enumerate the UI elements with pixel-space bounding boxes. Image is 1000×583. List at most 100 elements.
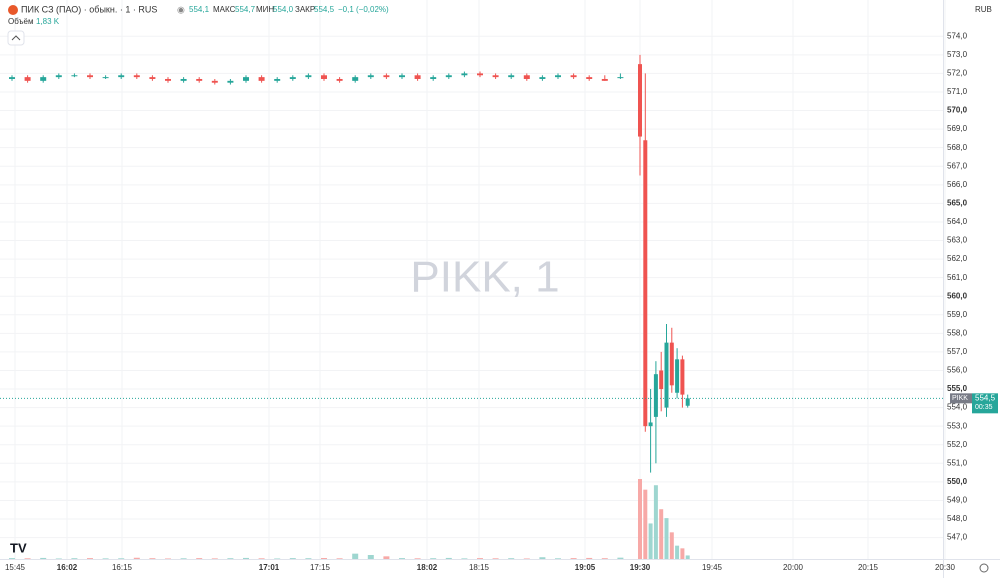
candle-body: [492, 75, 499, 78]
volume-bar: [24, 558, 31, 559]
volume-bar: [258, 558, 265, 559]
y-tick-label: 559,0: [947, 310, 968, 319]
x-tick-label: 19:45: [702, 563, 723, 572]
volume-bar: [653, 485, 658, 559]
volume-bar: [133, 557, 140, 559]
x-tick-label: 16:15: [112, 563, 133, 572]
y-tick-label: 573,0: [947, 50, 968, 59]
y-tick-label: 558,0: [947, 328, 968, 337]
candle-body: [211, 80, 218, 83]
volume-bar: [149, 558, 156, 559]
candle-body: [685, 398, 690, 406]
low-value: 554,0: [273, 5, 294, 14]
volume-bar: [617, 557, 624, 559]
volume-bar: [352, 553, 359, 559]
y-tick-label: 568,0: [947, 143, 968, 152]
x-tick-label: 20:15: [858, 563, 879, 572]
volume-bar: [555, 558, 561, 559]
y-tick-label: 574,0: [947, 31, 968, 40]
tv-logo: TV: [10, 540, 27, 555]
grid: [0, 0, 946, 559]
eye-icon: ◉: [177, 4, 185, 14]
price-tag: [972, 393, 998, 414]
candle-body: [336, 78, 343, 81]
volume-bar: [71, 558, 78, 559]
candle-body: [258, 77, 265, 81]
volume-label: Объём: [8, 17, 34, 26]
volume-bar: [508, 558, 515, 559]
x-tick-label: 16:02: [57, 563, 78, 572]
volume-bar: [211, 558, 218, 559]
candle-body: [87, 75, 93, 78]
candle-body: [430, 77, 437, 79]
volume-bar: [383, 556, 390, 559]
volume-bar: [243, 557, 249, 559]
low-label: МИН: [256, 5, 274, 14]
candle-body: [305, 75, 312, 78]
candle-body: [477, 73, 483, 76]
collapse-button[interactable]: [7, 30, 25, 46]
candle-body: [196, 78, 203, 81]
y-tick-label: 548,0: [947, 514, 968, 523]
volume-bar: [305, 558, 312, 559]
candle-body: [586, 77, 593, 79]
candle-body: [289, 77, 296, 79]
y-tick-label: 553,0: [947, 421, 968, 430]
volume-bar: [664, 518, 669, 559]
volume-bar: [570, 558, 577, 559]
high-value: 554,7: [235, 5, 256, 14]
y-tick-label: 551,0: [947, 458, 968, 467]
y-tick-label: 561,0: [947, 273, 968, 282]
price-tag-label: 554,5: [975, 393, 996, 402]
candle-body: [383, 75, 390, 78]
candle-body: [118, 75, 125, 78]
y-tick-label: 552,0: [947, 440, 968, 449]
volume-bar: [648, 523, 653, 559]
volume-bar: [586, 557, 593, 559]
currency[interactable]: RUB: [975, 5, 992, 14]
x-tick-label: 18:02: [417, 563, 438, 572]
candle-body: [274, 78, 281, 81]
candle-body: [133, 75, 140, 78]
candle-body: [24, 77, 31, 81]
y-tick-label: 566,0: [947, 180, 968, 189]
x-tick-label: 15:45: [5, 563, 26, 572]
volume-bar: [87, 558, 93, 559]
volume-bar: [601, 558, 608, 559]
y-tick-label: 549,0: [947, 496, 968, 505]
y-tick-label: 569,0: [947, 124, 968, 133]
volume-bar: [102, 558, 109, 559]
candle-body: [414, 75, 421, 79]
candle-body: [399, 75, 405, 78]
y-tick-label: 560,0: [947, 291, 968, 300]
x-tick-label: 20:00: [783, 563, 804, 572]
volume-bar: [638, 479, 642, 559]
candle-body: [149, 77, 156, 79]
volume-bar: [430, 558, 437, 559]
candle-body: [555, 75, 561, 78]
candle-body: [367, 75, 374, 78]
volume-bar: [414, 558, 421, 559]
volume-bar: [274, 558, 281, 559]
volume-bar: [196, 558, 203, 559]
plot: [0, 54, 943, 559]
candle-body: [648, 422, 653, 427]
volume-bar: [118, 558, 125, 559]
y-tick-label: 555,0: [947, 384, 968, 393]
y-tick-label: 564,0: [947, 217, 968, 226]
candle-body: [227, 80, 234, 83]
volume-bar: [461, 558, 468, 559]
candle-body: [180, 78, 187, 81]
volume-bar: [477, 558, 483, 559]
candle-body: [102, 77, 109, 79]
y-tick-label: 572,0: [947, 69, 968, 78]
candle-body: [55, 75, 62, 78]
settings-button[interactable]: [979, 563, 989, 573]
volume-bar: [685, 555, 690, 559]
y-tick-label: 550,0: [947, 477, 968, 486]
volume-bar: [55, 558, 62, 559]
volume-bar: [165, 558, 171, 559]
open-value: 554,1: [189, 5, 210, 14]
y-tick-label: 570,0: [947, 106, 968, 115]
x-tick-label: 18:15: [469, 563, 490, 572]
